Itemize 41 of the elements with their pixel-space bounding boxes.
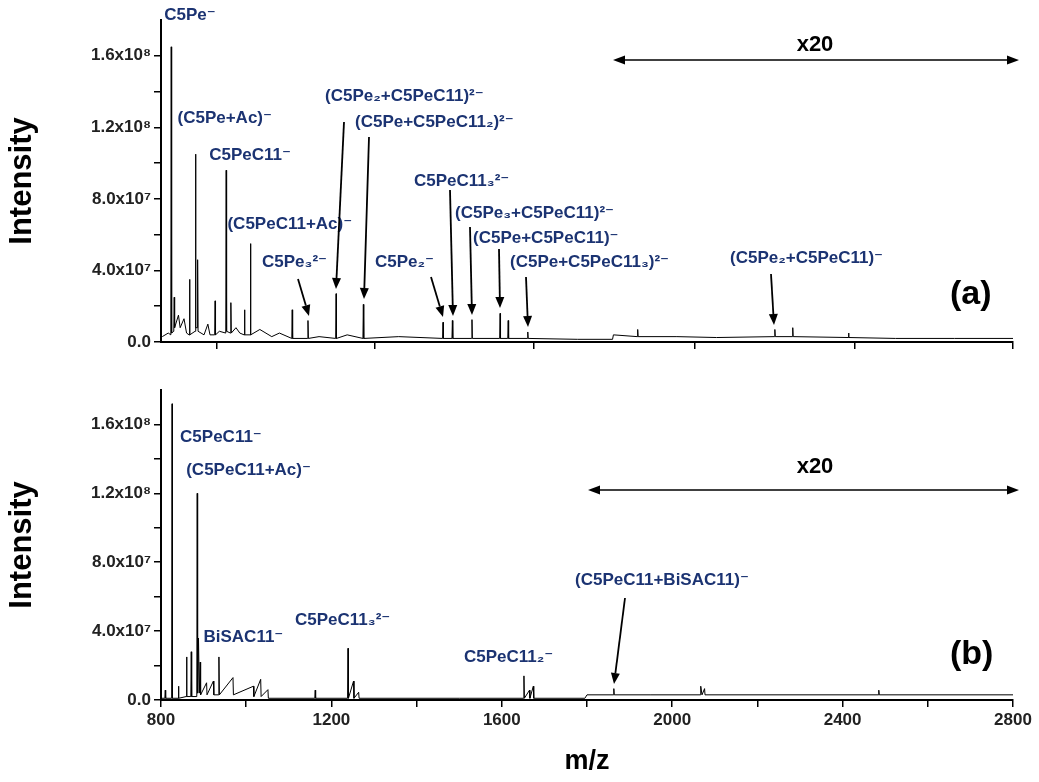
- annotation: C5Pe⁻: [164, 4, 216, 24]
- x-tick-label: 2400: [823, 709, 862, 729]
- x-tick-label: 2800: [994, 709, 1032, 729]
- x-tick-label: 2000: [653, 709, 692, 729]
- annotation: (C5Pe+Ac)⁻: [177, 107, 272, 127]
- annotation: C5PeC11⁻: [209, 144, 291, 164]
- annotation: (C5Pe₃+C5PeC11)²⁻: [455, 202, 615, 222]
- annotation: (a): [950, 273, 992, 312]
- y-tick-label: 8.0x10⁷: [91, 188, 151, 208]
- annotation: (b): [950, 633, 994, 672]
- annotation: C5PeC11₂⁻: [463, 646, 554, 666]
- annotation: C5Pe₃²⁻: [262, 251, 328, 271]
- y-tick-label: 0.0: [127, 331, 151, 351]
- y-tick-label: 8.0x10⁷: [91, 551, 151, 571]
- annotation: (C5PeC11+Ac)⁻: [186, 460, 311, 480]
- annotation: (C5Pe+C5PeC11)⁻: [473, 227, 619, 247]
- annotation: x20: [796, 31, 834, 57]
- x-tick-label: 1200: [312, 709, 351, 729]
- annotation: C5PeC11⁻: [180, 427, 262, 447]
- x-axis-title: m/z: [564, 745, 610, 776]
- y-tick-label: 1.2x10⁸: [90, 117, 151, 137]
- annotation: C5PeC11₃²⁻: [295, 610, 391, 630]
- y-tick-label: 1.6x10⁸: [90, 45, 151, 65]
- x-tick-label: 800: [146, 709, 176, 729]
- annotation: (C5Pe+C5PeC11₃)²⁻: [510, 251, 670, 271]
- annotation: C5Pe₂⁻: [375, 251, 435, 271]
- y-axis-title: Intensity: [3, 116, 39, 245]
- y-tick-label: 4.0x10⁷: [91, 620, 151, 640]
- annotation: (C5Pe₂+C5PeC11)²⁻: [325, 85, 484, 105]
- x-tick-label: 1600: [482, 709, 521, 729]
- annotation: (C5PeC11+BiSAC11)⁻: [575, 569, 749, 589]
- y-tick-label: 0.0: [127, 689, 151, 709]
- annotation: x20: [796, 453, 834, 479]
- y-tick-label: 1.6x10⁸: [90, 414, 151, 434]
- annotation: BiSAC11⁻: [203, 626, 284, 646]
- annotation: (C5Pe₂+C5PeC11)⁻: [730, 247, 884, 267]
- annotation: (C5Pe+C5PeC11₂)²⁻: [355, 111, 514, 131]
- y-tick-label: 1.2x10⁸: [90, 483, 151, 503]
- y-tick-label: 4.0x10⁷: [91, 260, 151, 280]
- y-axis-title: Intensity: [3, 480, 39, 609]
- annotation: C5PeC11₃²⁻: [414, 170, 510, 190]
